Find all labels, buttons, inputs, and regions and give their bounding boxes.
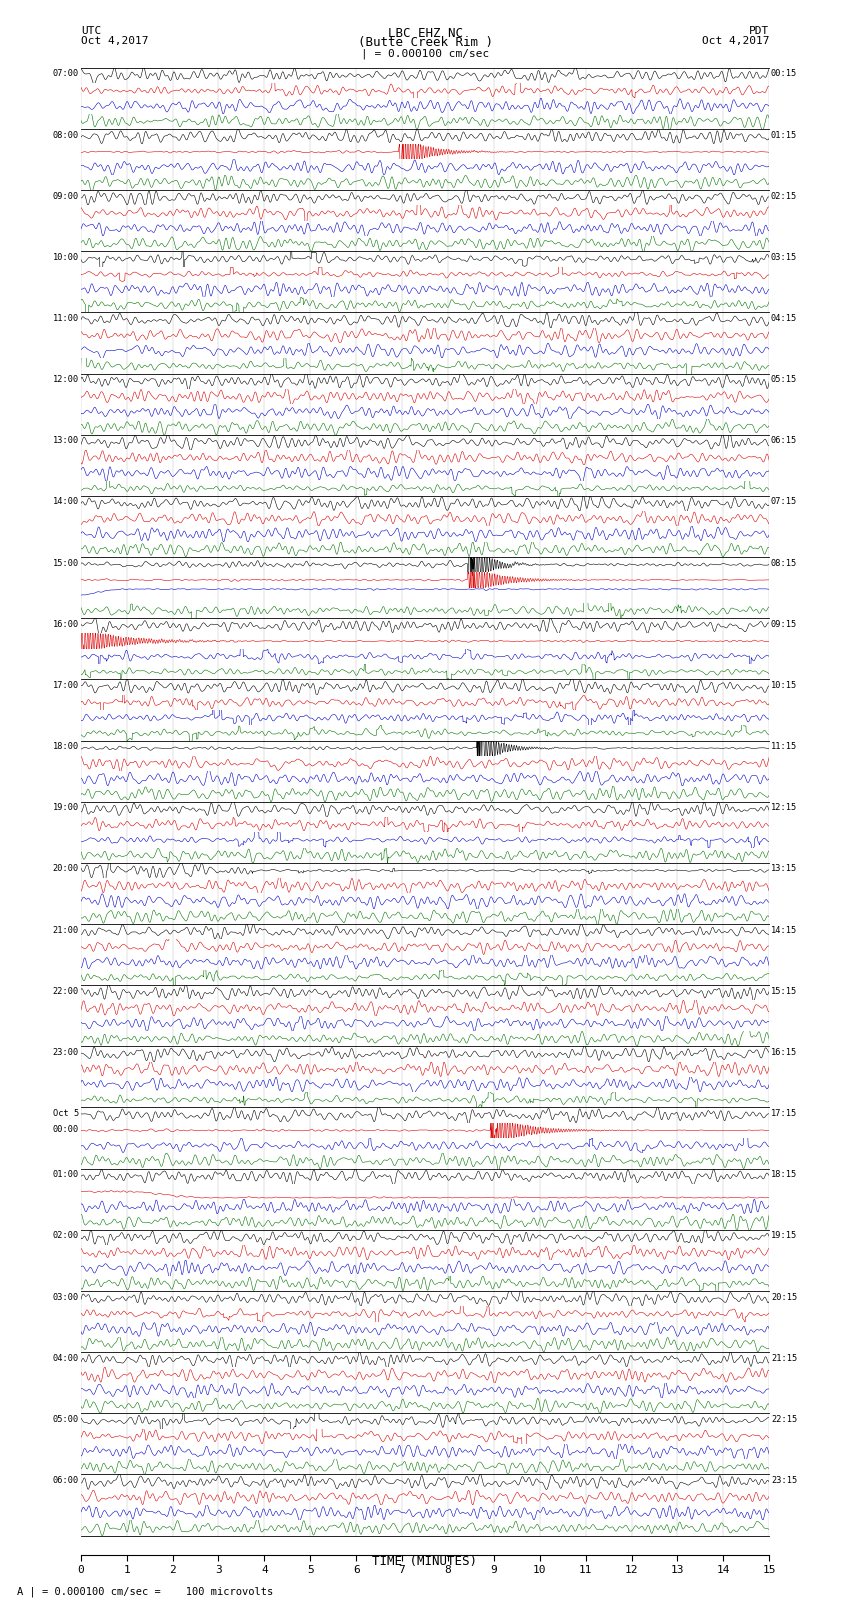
- Text: 06:00: 06:00: [53, 1476, 79, 1486]
- Text: 22:15: 22:15: [771, 1415, 797, 1424]
- Text: 14:15: 14:15: [771, 926, 797, 934]
- Text: 01:15: 01:15: [771, 131, 797, 139]
- Text: 08:15: 08:15: [771, 558, 797, 568]
- Text: 22:00: 22:00: [53, 987, 79, 995]
- Text: 13:00: 13:00: [53, 437, 79, 445]
- Text: 14:00: 14:00: [53, 497, 79, 506]
- Text: 08:00: 08:00: [53, 131, 79, 139]
- Text: 21:00: 21:00: [53, 926, 79, 934]
- Text: Oct 4,2017: Oct 4,2017: [81, 35, 148, 45]
- Text: 11:00: 11:00: [53, 315, 79, 323]
- Text: (Butte Creek Rim ): (Butte Creek Rim ): [358, 35, 492, 50]
- Text: 04:15: 04:15: [771, 315, 797, 323]
- Text: 20:15: 20:15: [771, 1292, 797, 1302]
- Text: 16:15: 16:15: [771, 1048, 797, 1057]
- Text: 15:00: 15:00: [53, 558, 79, 568]
- Text: 07:15: 07:15: [771, 497, 797, 506]
- Text: 05:15: 05:15: [771, 376, 797, 384]
- Text: 11:15: 11:15: [771, 742, 797, 752]
- Text: Oct 4,2017: Oct 4,2017: [702, 35, 769, 45]
- Text: 09:00: 09:00: [53, 192, 79, 200]
- Text: LBC EHZ NC: LBC EHZ NC: [388, 26, 462, 39]
- Text: Oct 5: Oct 5: [53, 1110, 79, 1118]
- Text: 00:15: 00:15: [771, 69, 797, 79]
- Text: 07:00: 07:00: [53, 69, 79, 79]
- Text: 19:15: 19:15: [771, 1231, 797, 1240]
- Text: 17:15: 17:15: [771, 1110, 797, 1118]
- Text: 21:15: 21:15: [771, 1353, 797, 1363]
- Text: 03:00: 03:00: [53, 1292, 79, 1302]
- Text: PDT: PDT: [749, 26, 769, 37]
- Text: 02:15: 02:15: [771, 192, 797, 200]
- Text: 16:00: 16:00: [53, 619, 79, 629]
- Text: 03:15: 03:15: [771, 253, 797, 261]
- Text: 15:15: 15:15: [771, 987, 797, 995]
- Text: | = 0.000100 cm/sec: | = 0.000100 cm/sec: [361, 48, 489, 58]
- Text: 23:00: 23:00: [53, 1048, 79, 1057]
- Text: 02:00: 02:00: [53, 1231, 79, 1240]
- Text: 10:15: 10:15: [771, 681, 797, 690]
- Text: 20:00: 20:00: [53, 865, 79, 873]
- Text: 09:15: 09:15: [771, 619, 797, 629]
- Text: 05:00: 05:00: [53, 1415, 79, 1424]
- Text: 13:15: 13:15: [771, 865, 797, 873]
- Text: TIME (MINUTES): TIME (MINUTES): [372, 1555, 478, 1568]
- Text: 19:00: 19:00: [53, 803, 79, 813]
- Text: 18:15: 18:15: [771, 1169, 797, 1179]
- Text: 17:00: 17:00: [53, 681, 79, 690]
- Text: 01:00: 01:00: [53, 1169, 79, 1179]
- Text: 06:15: 06:15: [771, 437, 797, 445]
- Text: A | = 0.000100 cm/sec =    100 microvolts: A | = 0.000100 cm/sec = 100 microvolts: [17, 1586, 273, 1597]
- Text: 12:00: 12:00: [53, 376, 79, 384]
- Text: UTC: UTC: [81, 26, 101, 37]
- Text: 23:15: 23:15: [771, 1476, 797, 1486]
- Text: 12:15: 12:15: [771, 803, 797, 813]
- Text: 00:00: 00:00: [53, 1126, 79, 1134]
- Text: 04:00: 04:00: [53, 1353, 79, 1363]
- Text: 10:00: 10:00: [53, 253, 79, 261]
- Text: 18:00: 18:00: [53, 742, 79, 752]
